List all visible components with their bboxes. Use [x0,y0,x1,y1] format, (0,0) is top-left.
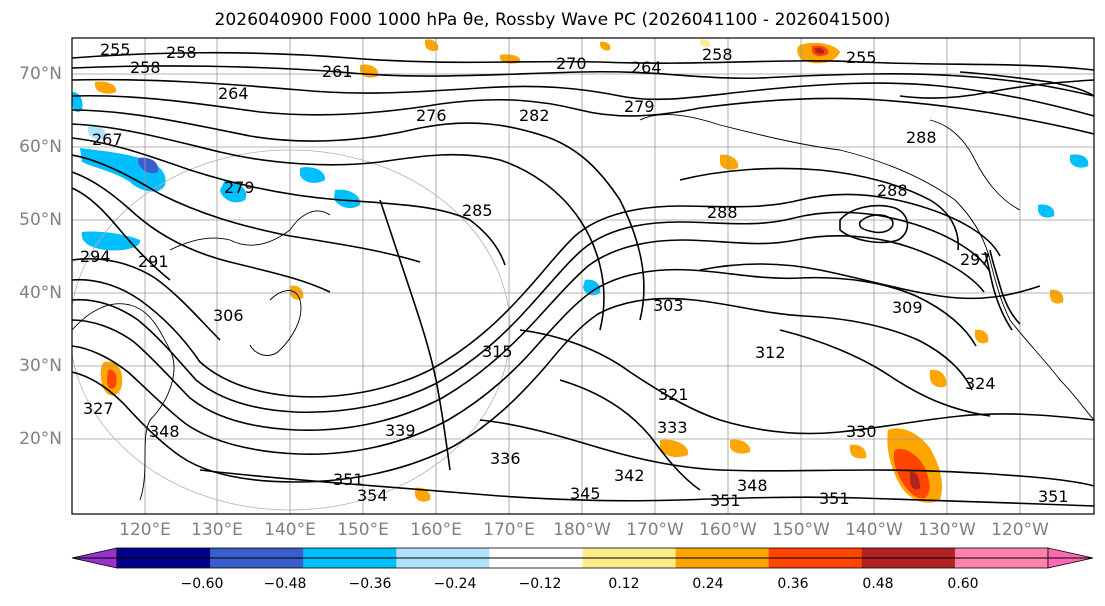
contour-label: 261 [322,62,353,81]
contour-label: 282 [519,106,550,125]
contour-label: 288 [877,181,908,200]
contour-label: 351 [819,489,850,508]
contour-label: 276 [416,106,447,125]
contour-label: 312 [755,343,786,362]
lon-label: 150°E [337,520,389,540]
colorbar-tick: 0.48 [862,576,894,592]
theta-e-contours [72,51,1094,507]
contour-label: 324 [965,374,996,393]
contour-label: 285 [462,201,493,220]
contour-label: 348 [149,422,180,441]
colorbar-tick: −0.36 [348,576,392,592]
lon-label: 150°W [772,520,830,540]
contour-label: 267 [92,130,123,149]
lat-label: 20°N [19,429,62,449]
lat-label: 30°N [19,356,62,376]
contour-label: 333 [657,418,688,437]
lat-label: 70°N [19,64,62,84]
contour-label: 327 [83,399,114,418]
map-title: 2026040900 F000 1000 hPa θe, Rossby Wave… [214,10,891,30]
anomaly-shading [72,39,1089,503]
colorbar-tick: −0.24 [433,576,477,592]
contour-label: 351 [710,491,741,510]
lon-label: 170°W [626,520,684,540]
contour-label: 258 [166,43,197,62]
contour-label: 258 [130,58,161,77]
contour-label: 330 [846,422,877,441]
contour-label: 258 [702,45,733,64]
lon-label: 120°W [991,520,1049,540]
contour-label: 348 [737,476,768,495]
lat-label: 60°N [19,137,62,157]
contour-label: 309 [892,298,923,317]
lon-label: 140°W [845,520,903,540]
contour-label: 288 [906,128,937,147]
colorbar-tick: −0.48 [263,576,307,592]
colorbar-tick: 0.12 [608,576,640,592]
contour-label: 279 [624,97,655,116]
contour-label: 321 [658,385,689,404]
colorbar-tick: 0.60 [947,576,979,592]
lon-label: 160°W [699,520,757,540]
contour-label: 342 [614,466,645,485]
map-background [72,38,1094,514]
contour-label: 279 [224,178,255,197]
lat-label: 40°N [19,283,62,303]
contour-label: 351 [1038,487,1069,506]
colorbar-tick: −0.12 [518,576,562,592]
contour-label: 270 [556,54,587,73]
contour-label: 255 [846,48,877,67]
lon-label: 130°W [918,520,976,540]
lon-label: 120°E [119,520,171,540]
contour-label: 336 [490,449,521,468]
contour-label: 264 [218,84,249,103]
contour-label: 303 [653,296,684,315]
contour-label: 291 [138,252,169,271]
contour-label: 297 [960,250,991,269]
contour-label: 264 [631,58,662,77]
contour-label: 294 [80,247,111,266]
lat-label: 50°N [19,210,62,230]
colorbar-tick: −0.60 [180,576,224,592]
contour-label: 339 [385,421,416,440]
map-frame [71,37,1095,515]
lon-label: 170°E [483,520,535,540]
lon-label: 160°E [410,520,462,540]
lon-label: 180°W [553,520,611,540]
lon-label: 140°E [264,520,316,540]
colorbar-tick: 0.24 [692,576,724,592]
colorbar-tick: 0.36 [777,576,809,592]
contour-label: 315 [482,342,513,361]
lon-label: 130°E [191,520,243,540]
contour-label: 288 [707,203,738,222]
contour-label: 255 [100,40,131,59]
contour-label: 345 [570,484,601,503]
contour-label: 306 [213,306,244,325]
contour-label: 351 [333,470,364,489]
contour-label: 354 [357,486,388,505]
